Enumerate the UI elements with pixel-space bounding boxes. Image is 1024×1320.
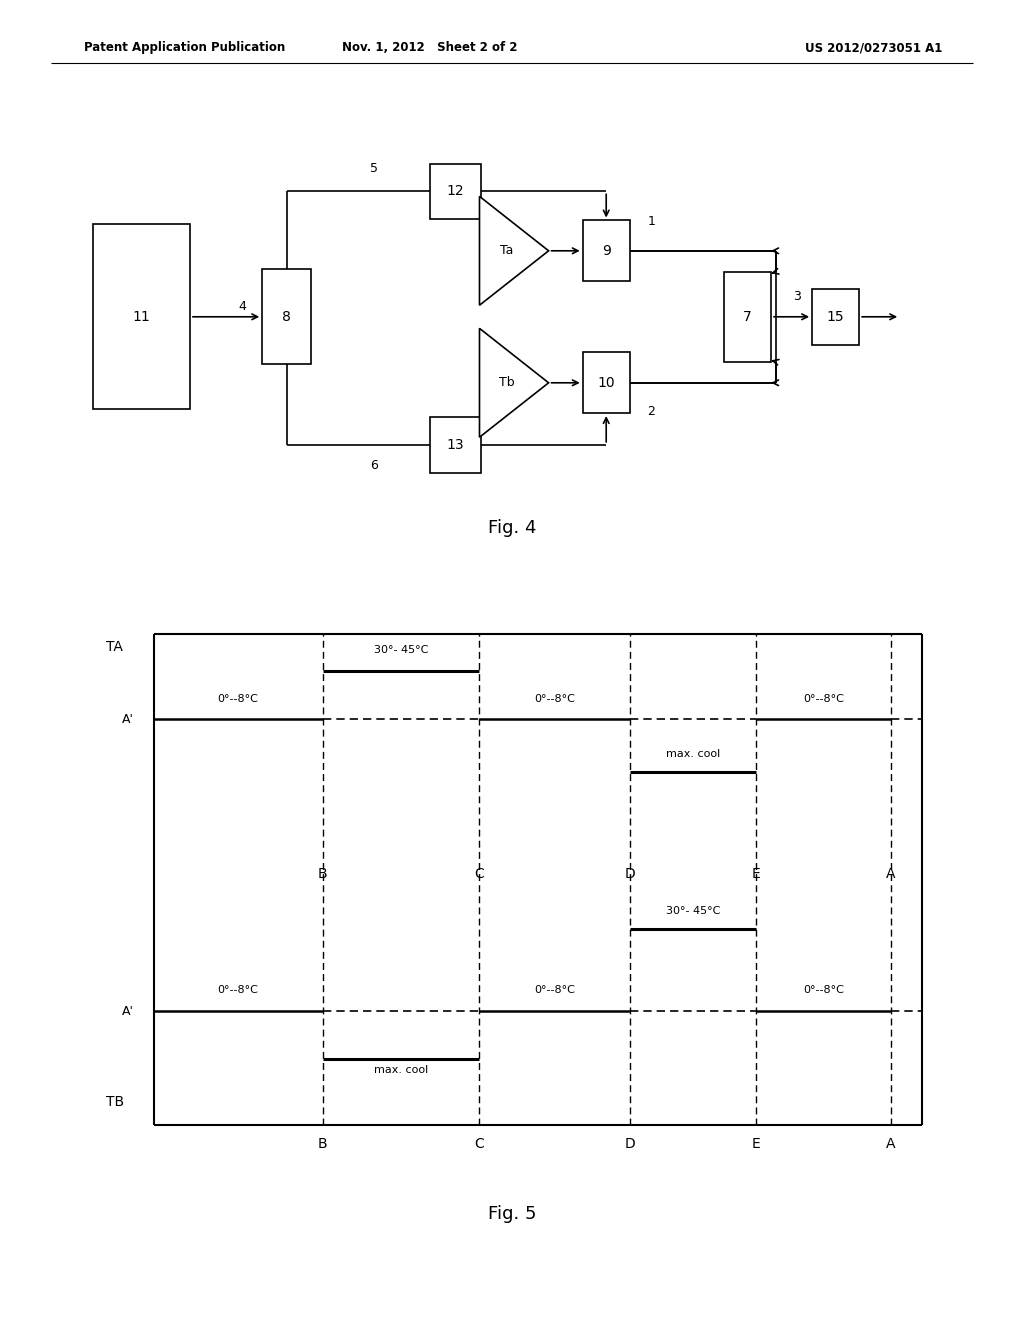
Text: 6: 6 [370,459,378,473]
Text: A': A' [122,1005,134,1018]
Text: Fig. 4: Fig. 4 [487,519,537,537]
Text: max. cool: max. cool [374,1065,428,1076]
Text: Nov. 1, 2012   Sheet 2 of 2: Nov. 1, 2012 Sheet 2 of 2 [342,41,518,54]
Text: 0°--8°C: 0°--8°C [803,985,844,995]
Polygon shape [479,197,549,305]
Text: max. cool: max. cool [666,748,720,759]
Bar [430,417,481,473]
Text: 0°--8°C: 0°--8°C [218,693,258,704]
Bar [583,220,630,281]
Text: Patent Application Publication: Patent Application Publication [84,41,286,54]
Text: 4: 4 [239,300,247,313]
Text: Fig. 5: Fig. 5 [487,1205,537,1224]
Text: E: E [752,867,760,880]
Text: 0°--8°C: 0°--8°C [803,693,844,704]
Text: 5: 5 [370,162,378,176]
Text: 0°--8°C: 0°--8°C [535,693,574,704]
Text: 1: 1 [647,215,655,228]
Text: 3: 3 [793,290,801,304]
Text: 30°- 45°C: 30°- 45°C [374,644,428,655]
Text: 2: 2 [647,405,655,418]
Text: Ta: Ta [501,244,514,257]
Text: TB: TB [105,1096,124,1109]
Text: 7: 7 [743,310,752,323]
Text: 12: 12 [446,185,465,198]
Text: 0°--8°C: 0°--8°C [535,985,574,995]
Text: 15: 15 [826,310,845,323]
Text: B: B [317,1138,328,1151]
Polygon shape [479,329,549,437]
Text: TA: TA [106,640,123,653]
Text: 10: 10 [597,376,615,389]
Text: US 2012/0273051 A1: US 2012/0273051 A1 [805,41,942,54]
Text: A: A [886,1138,896,1151]
Text: 8: 8 [283,310,291,323]
Text: A: A [886,867,896,880]
Text: C: C [474,867,484,880]
Bar [724,272,771,362]
Text: 30°- 45°C: 30°- 45°C [666,906,720,916]
Text: 11: 11 [132,310,151,323]
Text: C: C [474,1138,484,1151]
Text: 9: 9 [602,244,610,257]
Text: 0°--8°C: 0°--8°C [218,985,258,995]
Bar [430,164,481,219]
Bar [583,352,630,413]
Text: D: D [625,1138,635,1151]
Bar [93,224,190,409]
Bar [812,289,859,345]
Text: D: D [625,867,635,880]
Text: E: E [752,1138,760,1151]
Text: Tb: Tb [500,376,515,389]
Text: 13: 13 [446,438,465,451]
Text: A': A' [122,713,134,726]
Bar [262,269,311,364]
Text: B: B [317,867,328,880]
